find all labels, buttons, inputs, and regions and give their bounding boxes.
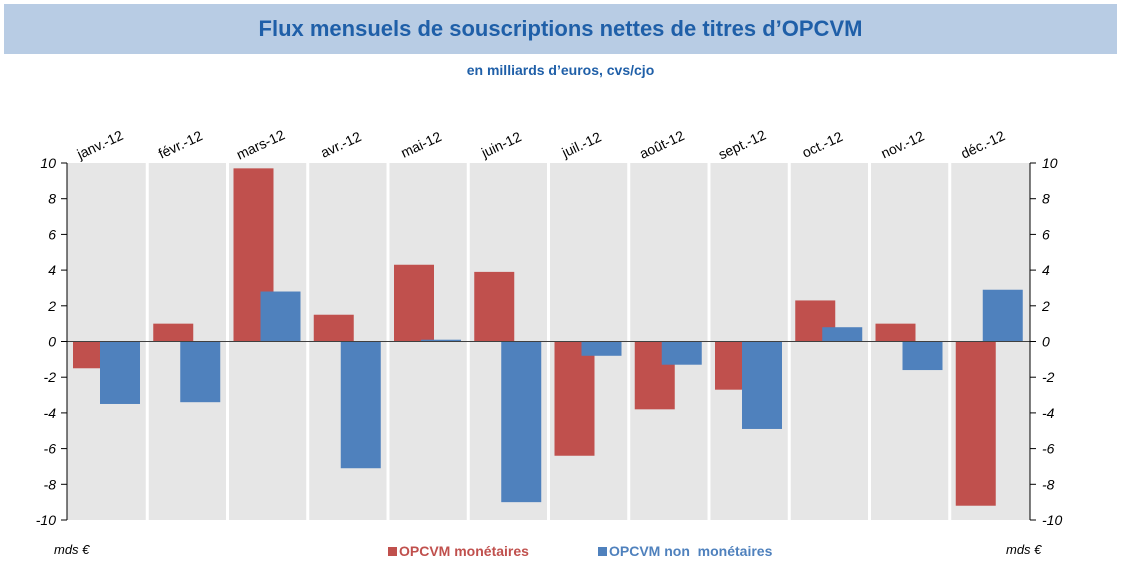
y-tick-label-right: -10: [1042, 512, 1062, 528]
bar-monetaires: [153, 323, 194, 342]
bar-monetaires: [474, 271, 515, 342]
title-bar: Flux mensuels de souscriptions nettes de…: [4, 4, 1117, 54]
y-tick-label-left: 0: [48, 334, 56, 350]
x-tick-label: janv.-12: [74, 127, 126, 163]
y-tick-label-right: 2: [1041, 298, 1050, 314]
legend-label-monetaires: OPCVM monétaires: [399, 543, 529, 559]
legend-swatch-monetaires: [388, 546, 397, 556]
bar-non-monetaires: [822, 327, 863, 342]
bar-monetaires: [313, 314, 354, 342]
bar-non-monetaires: [982, 289, 1023, 342]
x-tick-label: août-12: [637, 127, 687, 162]
y-tick-label-left: 10: [40, 155, 56, 171]
x-tick-label: févr.-12: [156, 127, 205, 161]
y-tick-label-right: 8: [1042, 191, 1050, 207]
bar-non-monetaires: [501, 341, 542, 503]
bar-non-monetaires: [742, 341, 782, 429]
bar-non-monetaires: [180, 341, 221, 403]
y-tick-label-left: -4: [44, 405, 57, 421]
x-tick-label: déc.-12: [958, 127, 1007, 161]
y-tick-label-right: -8: [1042, 476, 1055, 492]
y-tick-label-left: 8: [48, 191, 56, 207]
y-tick-label-left: -10: [36, 512, 56, 528]
x-tick-label: nov.-12: [878, 127, 926, 161]
x-tick-label: juil.-12: [559, 128, 604, 160]
x-tick-label: avr.-12: [318, 128, 364, 161]
y-tick-label-right: -6: [1042, 441, 1055, 457]
y-tick-label-left: 4: [48, 262, 56, 278]
bar-monetaires: [554, 341, 595, 456]
bar-non-monetaires: [340, 341, 381, 469]
legend-label-non-monetaires: OPCVM non monétaires: [609, 543, 773, 559]
legend-item-non-monetaires: OPCVM non monétaires: [598, 543, 772, 559]
bar-non-monetaires: [581, 341, 622, 356]
x-tick-label: oct.-12: [799, 128, 845, 161]
y-tick-label-right: 4: [1042, 262, 1050, 278]
y-tick-label-right: 6: [1042, 226, 1050, 242]
y-unit-right: mds €: [1006, 542, 1042, 557]
legend-item-monetaires: OPCVM monétaires: [388, 543, 529, 559]
y-tick-label-right: 10: [1042, 155, 1058, 171]
y-tick-label-left: -8: [44, 476, 57, 492]
y-tick-label-left: -2: [44, 369, 57, 385]
bar-non-monetaires: [260, 291, 301, 342]
y-tick-label-right: 0: [1042, 334, 1050, 350]
bar-monetaires: [875, 323, 916, 342]
y-tick-label-right: -2: [1042, 369, 1055, 385]
bar-non-monetaires: [100, 341, 140, 404]
x-tick-label: mai-12: [398, 128, 444, 161]
x-tick-label: mars-12: [234, 126, 287, 162]
y-tick-label-left: 2: [47, 298, 56, 314]
x-tick-label: sept.-12: [716, 126, 769, 162]
chart-subtitle: en milliards d’euros, cvs/cjo: [466, 62, 655, 78]
y-tick-label-left: -6: [44, 441, 57, 457]
legend-swatch-non-monetaires: [598, 546, 607, 556]
y-unit-left: mds €: [54, 542, 90, 557]
y-tick-label-left: 6: [48, 226, 56, 242]
bar-non-monetaires: [661, 341, 702, 365]
bar-non-monetaires: [421, 339, 461, 342]
bar-monetaires: [394, 264, 434, 342]
chart-title: Flux mensuels de souscriptions nettes de…: [258, 16, 863, 41]
x-tick-label: juin-12: [478, 128, 524, 161]
bar-monetaires: [955, 341, 996, 506]
y-tick-label-right: -4: [1042, 405, 1055, 421]
bar-non-monetaires: [902, 341, 943, 371]
